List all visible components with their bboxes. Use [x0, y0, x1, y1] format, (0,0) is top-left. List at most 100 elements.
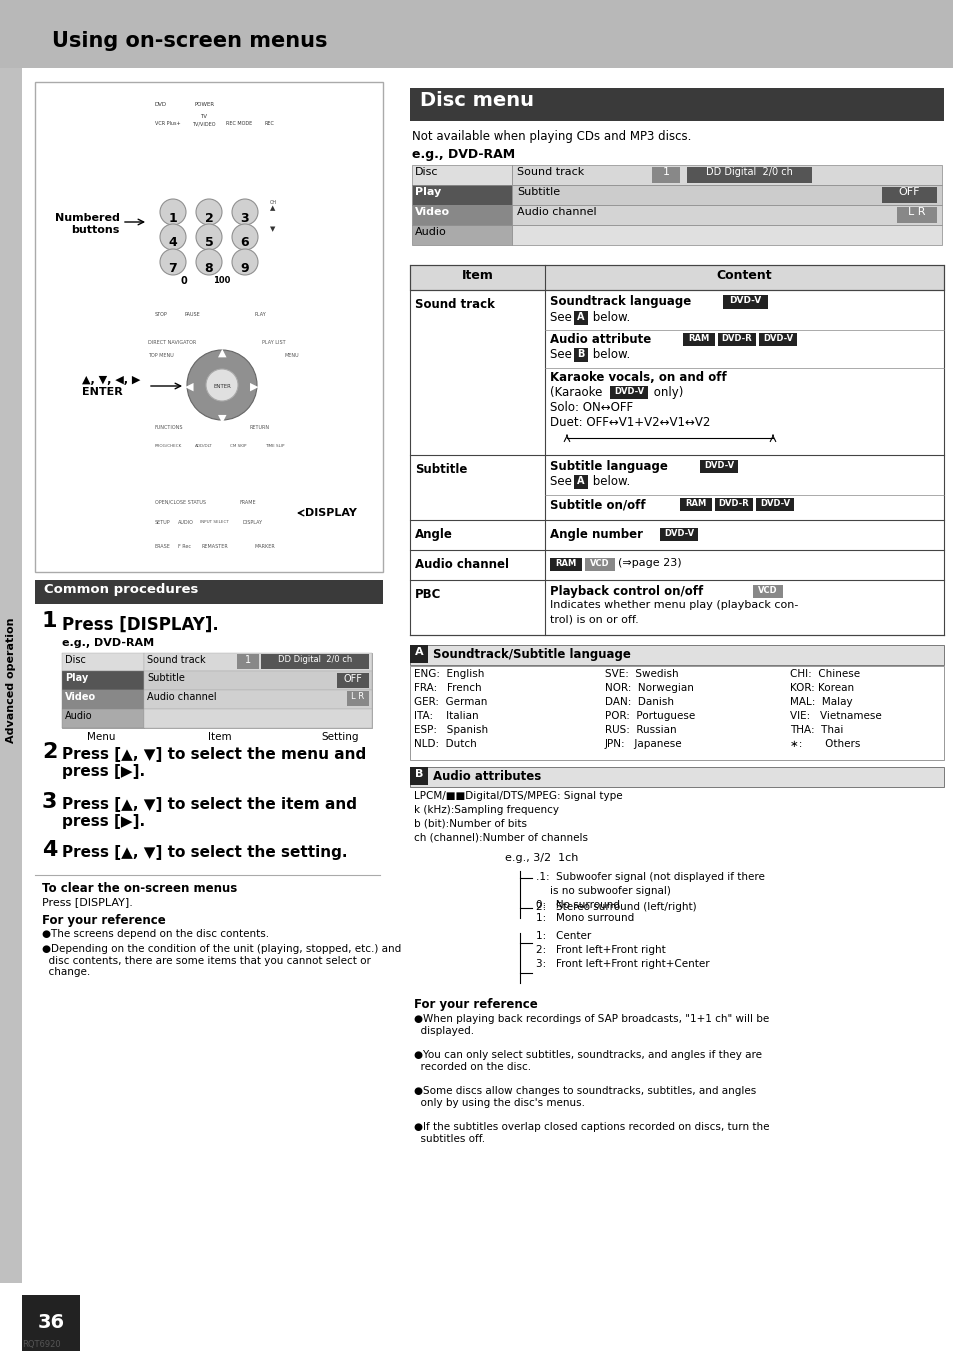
- Text: PROG/CHECK: PROG/CHECK: [154, 444, 182, 449]
- Text: 2: 2: [42, 742, 57, 762]
- Text: VCD: VCD: [590, 559, 609, 567]
- Text: MAL:  Malay: MAL: Malay: [789, 697, 852, 707]
- Bar: [62, 671, 144, 690]
- Bar: [144, 671, 372, 690]
- Text: Subtitle: Subtitle: [517, 186, 559, 197]
- Circle shape: [195, 249, 222, 276]
- Text: Disc: Disc: [415, 168, 438, 177]
- Text: POR:  Portuguese: POR: Portuguese: [604, 711, 695, 721]
- Circle shape: [232, 224, 257, 250]
- Text: ENTER: ENTER: [213, 385, 231, 389]
- Circle shape: [187, 350, 256, 420]
- Bar: [263, 295, 283, 308]
- Text: Audio: Audio: [65, 711, 92, 721]
- Text: Karaoke vocals, on and off: Karaoke vocals, on and off: [550, 372, 726, 384]
- Text: Content: Content: [716, 269, 772, 282]
- Text: AUDIO: AUDIO: [178, 520, 193, 526]
- Text: Soundtrack language: Soundtrack language: [550, 295, 695, 308]
- Text: RQT6920: RQT6920: [22, 1340, 61, 1350]
- Bar: [265, 507, 293, 517]
- Text: DAN:  Danish: DAN: Danish: [604, 697, 673, 707]
- Text: Subtitle: Subtitle: [147, 673, 185, 684]
- Text: DVD-R: DVD-R: [718, 499, 749, 508]
- Text: 3: 3: [42, 792, 57, 812]
- Bar: [236, 126, 258, 136]
- Text: Press [DISPLAY].: Press [DISPLAY].: [42, 897, 132, 907]
- Text: Angle: Angle: [415, 528, 453, 540]
- Text: See: See: [550, 311, 575, 324]
- Text: only): only): [649, 386, 682, 399]
- Text: Using on-screen menus: Using on-screen menus: [52, 31, 327, 51]
- Text: Press [▲, ▼] to select the setting.: Press [▲, ▼] to select the setting.: [62, 844, 347, 861]
- Bar: [290, 295, 310, 308]
- Text: 1:   Center: 1: Center: [536, 931, 591, 942]
- Bar: [396, 68, 953, 1283]
- Text: SETUP: SETUP: [154, 520, 171, 526]
- Text: ▶: ▶: [250, 382, 258, 392]
- Text: PLAY: PLAY: [254, 312, 267, 317]
- Bar: [148, 494, 323, 499]
- Text: 7: 7: [169, 262, 177, 274]
- Bar: [412, 185, 512, 205]
- Bar: [682, 332, 714, 346]
- Text: ERASE: ERASE: [154, 544, 171, 549]
- Text: 9: 9: [240, 262, 249, 274]
- Bar: [62, 690, 144, 709]
- Bar: [714, 499, 752, 511]
- Text: FRAME: FRAME: [240, 500, 256, 505]
- Text: ◀: ◀: [185, 382, 193, 392]
- Text: Audio attributes: Audio attributes: [433, 770, 540, 784]
- Bar: [270, 531, 288, 540]
- Text: Video: Video: [415, 207, 450, 218]
- Bar: [62, 653, 144, 671]
- Text: ▼: ▼: [270, 226, 275, 232]
- Bar: [154, 295, 174, 308]
- Text: A: A: [577, 476, 584, 486]
- Bar: [755, 499, 793, 511]
- Text: DISPLAY: DISPLAY: [305, 508, 356, 517]
- Circle shape: [195, 199, 222, 226]
- Bar: [216, 317, 236, 332]
- Text: CHI:  Chinese: CHI: Chinese: [789, 669, 860, 680]
- Bar: [759, 332, 796, 346]
- Text: REMASTER: REMASTER: [202, 544, 229, 549]
- Bar: [154, 100, 190, 118]
- Bar: [550, 558, 581, 571]
- Bar: [896, 207, 936, 223]
- Bar: [574, 311, 587, 326]
- Text: DVD-V: DVD-V: [663, 530, 694, 538]
- Text: 1: 1: [169, 212, 177, 224]
- Text: FRA:   French: FRA: French: [414, 684, 481, 693]
- Bar: [659, 528, 698, 540]
- Text: PLAY LIST: PLAY LIST: [262, 340, 285, 345]
- Bar: [270, 126, 292, 136]
- Bar: [200, 531, 218, 540]
- Text: Play: Play: [415, 186, 441, 197]
- Bar: [144, 653, 372, 671]
- Text: ENG:  English: ENG: English: [414, 669, 484, 680]
- Text: ∗:       Others: ∗: Others: [789, 739, 860, 748]
- Bar: [200, 507, 218, 517]
- Text: Sound track: Sound track: [415, 299, 495, 311]
- Text: Indicates whether menu play (playback con-: Indicates whether menu play (playback co…: [550, 600, 798, 611]
- Text: 5: 5: [204, 236, 213, 250]
- Bar: [347, 690, 369, 707]
- Bar: [512, 205, 941, 226]
- Bar: [263, 200, 283, 218]
- Text: INPUT SELECT: INPUT SELECT: [200, 520, 229, 524]
- Text: RAM: RAM: [688, 334, 709, 343]
- Bar: [882, 186, 936, 203]
- Text: KOR: Korean: KOR: Korean: [789, 684, 853, 693]
- Text: STOP: STOP: [154, 312, 168, 317]
- Bar: [722, 295, 767, 309]
- Text: Angle number: Angle number: [550, 528, 646, 540]
- Text: DVD-V: DVD-V: [703, 461, 733, 470]
- Bar: [154, 531, 172, 540]
- Text: CH: CH: [270, 200, 276, 205]
- Bar: [170, 274, 198, 286]
- Text: Press [▲, ▼] to select the item and
press [▶].: Press [▲, ▼] to select the item and pres…: [62, 797, 356, 830]
- Text: e.g., 3/2  1ch: e.g., 3/2 1ch: [504, 852, 578, 863]
- Text: POWER: POWER: [194, 101, 214, 107]
- Circle shape: [195, 224, 222, 250]
- Bar: [574, 349, 587, 362]
